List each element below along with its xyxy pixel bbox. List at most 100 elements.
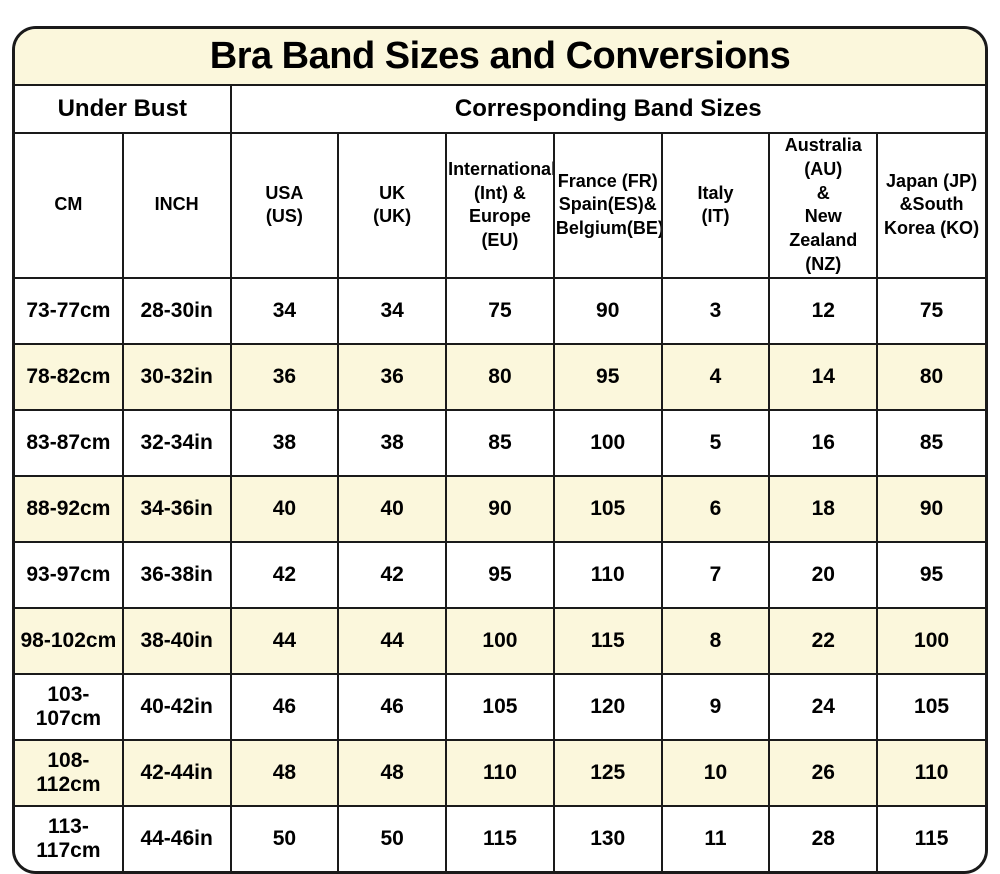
table-cell: 26: [768, 738, 879, 807]
table-cell: 38-40in: [121, 606, 232, 675]
table-cell: 85: [876, 408, 985, 477]
table-cell: 28-30in: [121, 276, 232, 345]
column-header-row: CM INCH USA (US) UK (UK) International (Int) & E…: [15, 132, 985, 279]
conversion-table: Under Bust Corresponding Band Sizes CM IN…: [15, 86, 985, 871]
column-header-line: Belgium(BE): [555, 218, 662, 239]
table-cell: 105: [876, 672, 985, 741]
column-header-line: Australia (AU): [784, 135, 862, 179]
column-header-fr-es-be: France (FR) Spain(ES)& Belgium(BE): [552, 132, 663, 279]
column-header-it: Italy (IT): [660, 132, 771, 279]
table-cell: 95: [876, 540, 985, 609]
column-header-usa: USA (US): [229, 132, 340, 279]
table-cell: 100: [552, 408, 663, 477]
table-cell: 32-34in: [121, 408, 232, 477]
table-cell: 110: [445, 738, 555, 807]
table-row: 88-92cm 34-36in 40 40 90 105 6 18 90: [15, 474, 985, 543]
table-cell: 12: [768, 276, 879, 345]
table-cell: 44: [337, 606, 448, 675]
table-cell: 100: [445, 606, 555, 675]
table-cell: 28: [768, 804, 879, 871]
table-cell: 125: [552, 738, 663, 807]
table-cell: 115: [445, 804, 555, 871]
table-cell: 50: [229, 804, 340, 871]
column-header-line: &: [816, 182, 830, 203]
table-cell: 88-92cm: [15, 474, 124, 543]
column-header-line: Europe (EU): [468, 206, 531, 250]
table-cell: 11: [660, 804, 771, 871]
group-header-row: Under Bust Corresponding Band Sizes: [15, 86, 985, 134]
table-cell: 100: [876, 606, 985, 675]
table-cell: 44-46in: [121, 804, 232, 871]
table-cell: 50: [337, 804, 448, 871]
table-cell: 44: [229, 606, 340, 675]
table-cell: 36: [229, 342, 340, 411]
column-header-line: New Zealand: [789, 206, 858, 250]
size-conversion-table: Bra Band Sizes and Conversions Under Bus…: [12, 26, 988, 874]
column-header-line: France (FR): [557, 170, 658, 191]
table-cell: 42: [229, 540, 340, 609]
column-header-inch: INCH: [121, 132, 232, 279]
table-cell: 24: [768, 672, 879, 741]
column-header-line: (UK): [373, 206, 412, 227]
table-cell: 108-112cm: [15, 738, 124, 807]
table-cell: 46: [229, 672, 340, 741]
column-header-cm: CM: [15, 132, 124, 279]
table-cell: 20: [768, 540, 879, 609]
column-header-line: (IT): [701, 206, 730, 227]
table-cell: 110: [876, 738, 985, 807]
column-header-line: INCH: [154, 194, 199, 215]
column-header-line: Spain(ES)&: [558, 194, 657, 215]
table-cell: 90: [445, 474, 555, 543]
table-cell: 16: [768, 408, 879, 477]
table-row: 108-112cm 42-44in 48 48 110 125 10 26 110: [15, 738, 985, 807]
table-cell: 130: [552, 804, 663, 871]
table-cell: 120: [552, 672, 663, 741]
table-cell: 103-107cm: [15, 672, 124, 741]
table-cell: 110: [552, 540, 663, 609]
table-cell: 10: [660, 738, 771, 807]
table-cell: 48: [229, 738, 340, 807]
table-cell: 18: [768, 474, 879, 543]
table-cell: 34: [337, 276, 448, 345]
table-cell: 90: [876, 474, 985, 543]
table-cell: 40-42in: [121, 672, 232, 741]
table-cell: 3: [660, 276, 771, 345]
table-cell: 42-44in: [121, 738, 232, 807]
table-cell: 9: [660, 672, 771, 741]
column-header-int-eu: International (Int) & Europe (EU): [445, 132, 555, 279]
table-cell: 98-102cm: [15, 606, 124, 675]
table-cell: 80: [876, 342, 985, 411]
column-header-jp-ko: Japan (JP) &South Korea (KO): [876, 132, 985, 279]
table-cell: 42: [337, 540, 448, 609]
table-cell: 34: [229, 276, 340, 345]
table-cell: 8: [660, 606, 771, 675]
column-header-au-nz: Australia (AU) & New Zealand (NZ): [768, 132, 879, 279]
table-cell: 38: [229, 408, 340, 477]
table-cell: 14: [768, 342, 879, 411]
column-header-line: (NZ): [805, 253, 842, 274]
table-cell: 40: [337, 474, 448, 543]
table-title: Bra Band Sizes and Conversions: [15, 29, 985, 86]
column-header-line: &South: [899, 194, 964, 215]
column-header-line: Italy: [697, 182, 734, 203]
table-header: Under Bust Corresponding Band Sizes CM IN…: [15, 86, 985, 279]
table-row: 83-87cm 32-34in 38 38 85 100 5 16 85: [15, 408, 985, 477]
column-header-line: Korea (KO): [884, 218, 980, 239]
table-cell: 46: [337, 672, 448, 741]
table-cell: 95: [445, 540, 555, 609]
table-cell: 105: [445, 672, 555, 741]
table-cell: 36: [337, 342, 448, 411]
table-cell: 7: [660, 540, 771, 609]
header-band-sizes: Corresponding Band Sizes: [229, 86, 985, 134]
column-header-line: CM: [54, 194, 83, 215]
table-cell: 115: [552, 606, 663, 675]
table-cell: 80: [445, 342, 555, 411]
table-cell: 34-36in: [121, 474, 232, 543]
table-body: 73-77cm 28-30in 34 34 75 90 3 12 75 78-82cm 30-32i…: [15, 276, 985, 871]
table-cell: 30-32in: [121, 342, 232, 411]
table-cell: 5: [660, 408, 771, 477]
column-header-uk: UK (UK): [337, 132, 448, 279]
column-header-line: UK: [379, 182, 406, 203]
column-header-line: International: [448, 158, 554, 179]
